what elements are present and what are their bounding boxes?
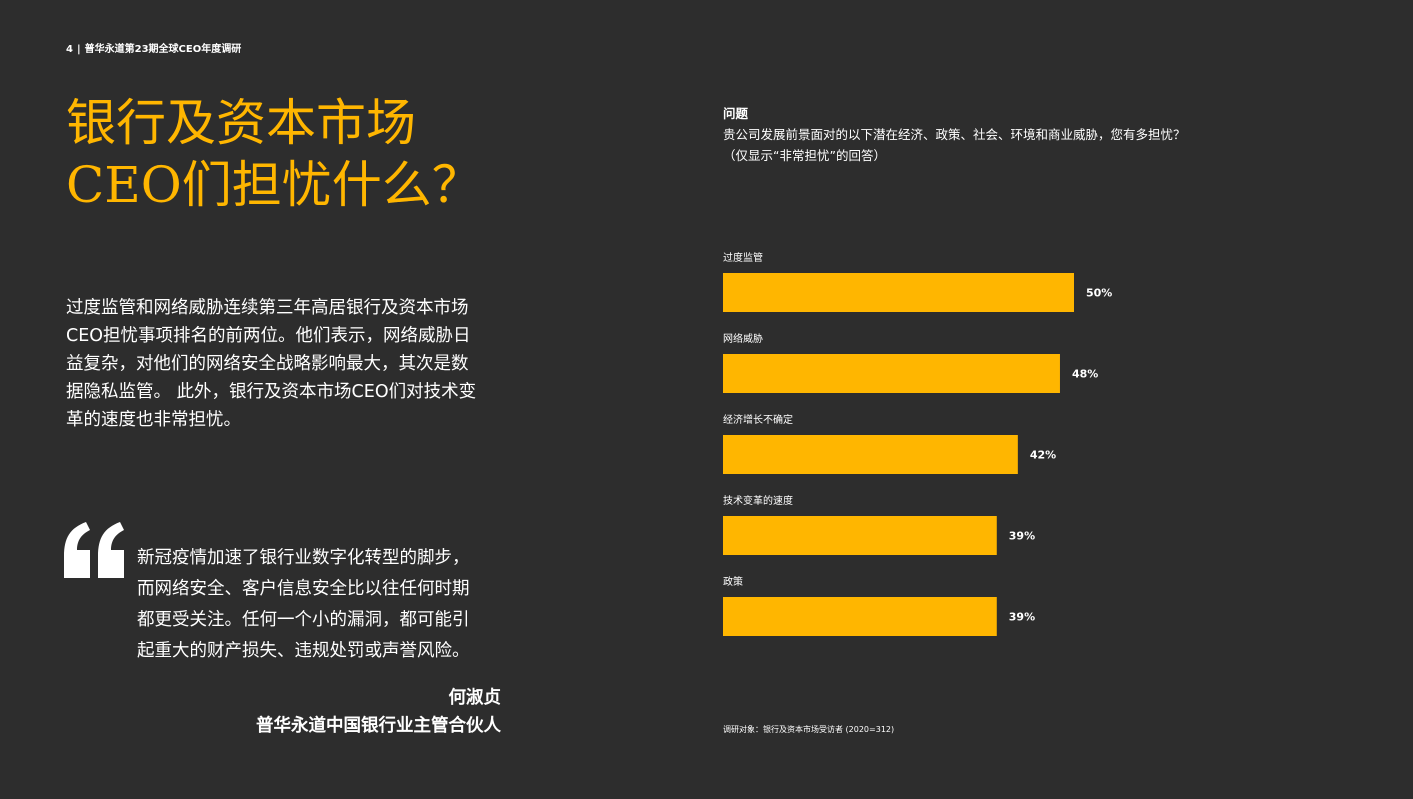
bar-category-label: 网络威胁 (723, 332, 763, 345)
quote-line: 新冠疫情加速了银行业数字化转型的脚步， (137, 548, 470, 568)
question-label: 问题 (723, 106, 749, 121)
question-text: 贵公司发展前景面对的以下潜在经济、政策、社会、环境和商业威胁，您有多担忧？ (723, 127, 1186, 142)
survey-question: 问题 贵公司发展前景面对的以下潜在经济、政策、社会、环境和商业威胁，您有多担忧？… (723, 103, 1343, 166)
bar-value-label: 39% (1009, 530, 1035, 543)
bar (723, 273, 1074, 312)
page-header: 4 | 普华永道第23期全球CEO年度调研 (66, 40, 241, 55)
intro-line: 据隐私监管。 此外，银行及资本市场CEO们对技术变 (66, 382, 477, 402)
quote-text: 新冠疫情加速了银行业数字化转型的脚步， 而网络安全、客户信息安全比以往任何时期 … (137, 543, 509, 667)
quote-line: 都更受关注。任何一个小的漏洞，都可能引 (137, 610, 470, 630)
question-note: （仅显示“非常担忧”的回答） (723, 148, 886, 163)
quote-author: 何淑贞 (448, 688, 502, 708)
report-title: 普华永道第23期全球CEO年度调研 (84, 44, 242, 55)
bar-category-label: 过度监管 (723, 251, 763, 264)
quote-mark-icon (64, 522, 124, 578)
bar-chart: 过度监管 50% 网络威胁 48% 经济增长不确定 42% 技术变革的速度 39% 政策 39% (723, 251, 1112, 636)
bar-value-label: 39% (1009, 611, 1035, 624)
page-number: 4 (66, 44, 73, 55)
bar (723, 435, 1018, 474)
bar-category-label: 政策 (723, 575, 743, 588)
page-title-line-1: 银行及资本市场 (66, 94, 416, 152)
chart-footnote: 调研对象：银行及资本市场受访者 (2020=312) (723, 725, 895, 734)
bar-category-label: 经济增长不确定 (723, 413, 793, 426)
header-separator: | (76, 44, 81, 55)
intro-line: 革的速度也非常担忧。 (66, 410, 241, 430)
bar-value-label: 42% (1030, 449, 1056, 462)
bar-value-label: 48% (1072, 368, 1098, 381)
quote-author-title: 普华永道中国银行业主管合伙人 (256, 716, 501, 736)
bar (723, 354, 1060, 393)
bar-value-label: 50% (1086, 287, 1112, 300)
bar (723, 516, 997, 555)
bar-category-label: 技术变革的速度 (723, 494, 793, 507)
intro-paragraph: 过度监管和网络威胁连续第三年高居银行及资本市场 CEO担忧事项排名的前两位。他们… (66, 294, 518, 434)
intro-line: CEO担忧事项排名的前两位。他们表示，网络威胁日 (66, 326, 471, 346)
quote-line: 起重大的财产损失、违规处罚或声誉风险。 (137, 641, 470, 661)
quote-line: 而网络安全、客户信息安全比以往任何时期 (137, 579, 470, 599)
page-title-line-2: CEO们担忧什么？ (66, 156, 482, 214)
bar (723, 597, 997, 636)
intro-line: 过度监管和网络威胁连续第三年高居银行及资本市场 (66, 298, 469, 318)
intro-line: 益复杂，对他们的网络安全战略影响最大，其次是数 (66, 354, 469, 374)
page-title: 银行及资本市场 CEO们担忧什么？ (66, 92, 482, 216)
quote-attribution: 何淑贞 普华永道中国银行业主管合伙人 (256, 684, 501, 740)
